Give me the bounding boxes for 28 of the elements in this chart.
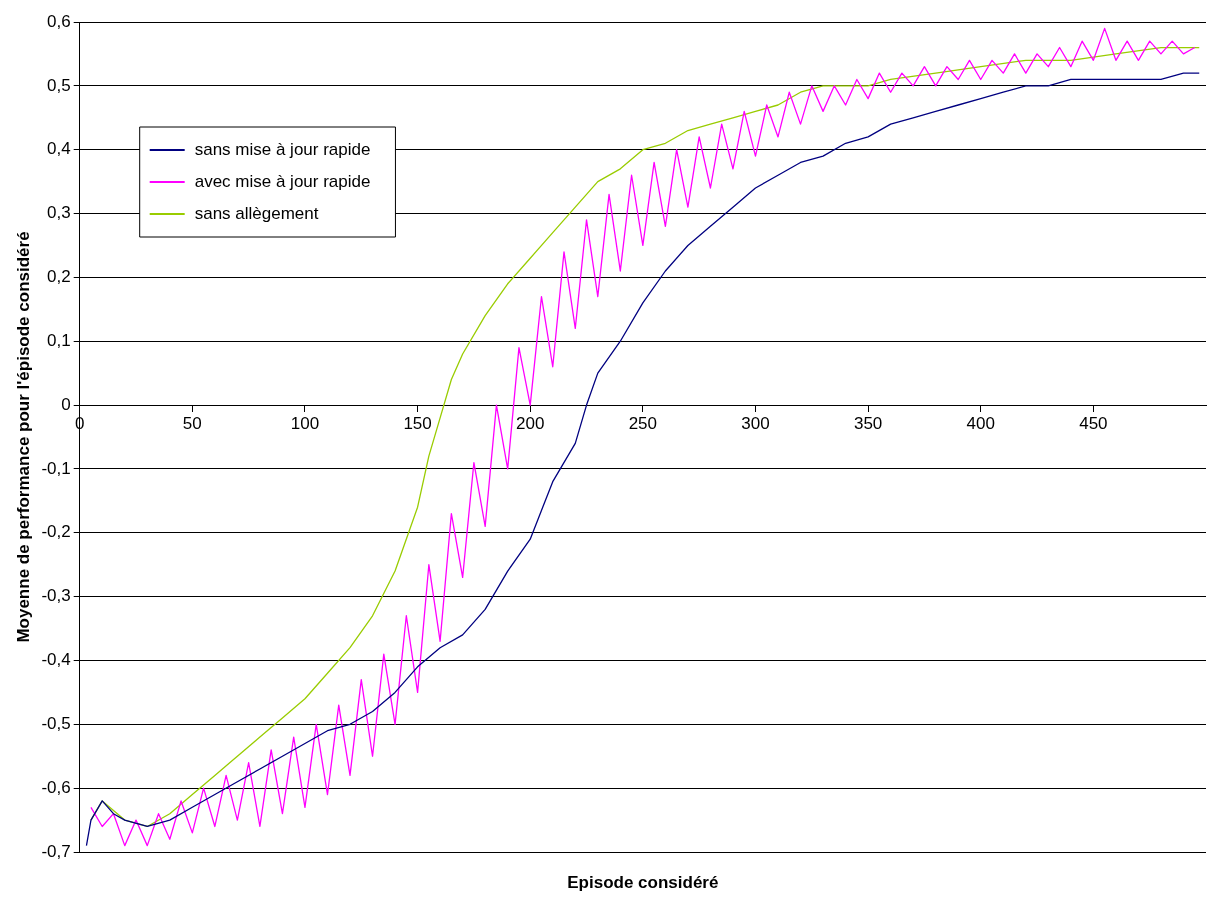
y-tick-label: 0,4 <box>47 139 71 159</box>
legend-label: sans mise à jour rapide <box>194 139 371 159</box>
y-tick-label: -0,6 <box>41 777 71 797</box>
y-tick-label: -0,4 <box>41 650 71 670</box>
y-tick-label: 0,5 <box>47 75 71 95</box>
y-tick-label: 0,2 <box>47 267 71 287</box>
y-tick-label: -0,5 <box>41 714 71 733</box>
x-tick-label: 450 <box>1079 413 1108 433</box>
y-tick-label: -0,7 <box>41 841 71 861</box>
y-tick-label: 0,3 <box>47 203 71 223</box>
y-tick-label: 0 <box>61 394 71 414</box>
x-tick-label: 150 <box>403 413 432 433</box>
y-tick-label: -0,2 <box>41 522 71 542</box>
x-tick-label: 100 <box>290 413 320 433</box>
legend-label: avec mise à jour rapide <box>194 171 371 191</box>
x-tick-label: 50 <box>182 413 202 433</box>
x-tick-label: 350 <box>853 413 883 433</box>
y-axis-title: Moyenne de performance pour l'épisode considéré <box>13 231 33 643</box>
y-tick-label: -0,3 <box>41 586 71 606</box>
legend-label: sans allègement <box>194 203 319 223</box>
y-tick-label: -0,1 <box>41 458 71 478</box>
x-tick-label: 200 <box>516 413 545 433</box>
x-tick-label: 300 <box>741 413 770 433</box>
x-tick-label: 400 <box>966 413 995 433</box>
y-tick-label: 0,6 <box>47 11 71 31</box>
x-tick-label: 250 <box>628 413 658 433</box>
y-tick-label: 0,1 <box>47 330 71 350</box>
x-axis-title: Episode considéré <box>567 873 719 893</box>
